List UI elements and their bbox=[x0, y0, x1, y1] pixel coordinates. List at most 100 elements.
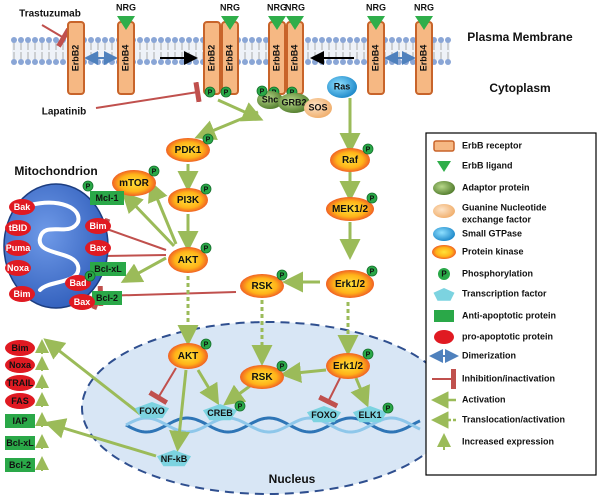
phospho-circle bbox=[276, 269, 288, 281]
phospho-icon-label: P bbox=[441, 270, 447, 279]
lipid-head bbox=[39, 37, 45, 43]
phospho-label: P bbox=[204, 245, 209, 252]
shc-label: Shc bbox=[262, 94, 279, 104]
phospho-label: P bbox=[86, 183, 91, 190]
bax-protein-1-shape bbox=[85, 240, 111, 256]
lipid-head bbox=[389, 59, 395, 65]
bclxl-protein-shape bbox=[90, 262, 126, 276]
phospho-circle bbox=[202, 133, 214, 145]
tbid-protein-label: tBID bbox=[9, 223, 28, 233]
lipid-head bbox=[11, 59, 17, 65]
pi3k-kinase-label: PI3K bbox=[177, 195, 200, 206]
phospho-circle bbox=[362, 143, 374, 155]
expression-anti-item: Bcl-2 bbox=[5, 456, 49, 472]
erbb4-receptor-dimer-label: ErbB4 bbox=[224, 45, 234, 72]
tbid-protein: tBID bbox=[5, 220, 31, 236]
lipid-head bbox=[312, 37, 318, 43]
lipid-head bbox=[60, 59, 66, 65]
erbb4-receptor-homo-1-label: ErbB4 bbox=[271, 45, 281, 72]
bax-protein-1: Bax bbox=[85, 240, 111, 256]
akt-kinase-nuclear-phospho: P bbox=[200, 338, 212, 350]
bcl2-protein-label: Bcl-2 bbox=[96, 293, 118, 303]
erbb4-phospho: P bbox=[220, 86, 232, 98]
erbb4-receptor-right-2-label: ErbB4 bbox=[418, 45, 428, 72]
lipid-head bbox=[102, 37, 108, 43]
expression-pro-label: Bim bbox=[11, 343, 28, 353]
nrg-ligand-triangle bbox=[268, 16, 286, 30]
sos-gnef: SOS bbox=[304, 98, 332, 118]
lipid-head bbox=[361, 37, 367, 43]
bax-protein-2-label: Bax bbox=[74, 297, 91, 307]
rsk-kinase-nuclear-phospho: P bbox=[276, 360, 288, 372]
phospho-circle bbox=[200, 242, 212, 254]
puma-protein: Puma bbox=[5, 240, 31, 256]
phospho-circle bbox=[366, 192, 378, 204]
pdk1-kinase-shape bbox=[166, 138, 210, 162]
legend-label: Dimerization bbox=[462, 350, 516, 360]
tf-icon bbox=[433, 288, 455, 301]
lipid-head bbox=[403, 37, 409, 43]
bak-protein-shape bbox=[9, 199, 35, 215]
phospho-circle bbox=[366, 265, 378, 277]
foxo-tf-1-shape bbox=[134, 402, 170, 419]
phospho-label: P bbox=[366, 146, 371, 153]
expression-pro-shape bbox=[5, 375, 35, 391]
lipid-head bbox=[102, 59, 108, 65]
lipid-head bbox=[53, 37, 59, 43]
expression-anti-shape bbox=[5, 458, 35, 472]
akt-inhibit-bax bbox=[101, 245, 167, 267]
expression-anti-label: Bcl-2 bbox=[9, 460, 31, 470]
phospho-label: P bbox=[370, 268, 375, 275]
legend-label: pro-apoptotic protein bbox=[462, 331, 553, 341]
lipid-head bbox=[165, 59, 171, 65]
raf-kinase-shape bbox=[330, 148, 370, 172]
foxo-tf-2-label: FOXO bbox=[311, 410, 337, 420]
elk1-tf-shape bbox=[352, 406, 388, 423]
akt-to-mcl1-arrow bbox=[121, 191, 176, 248]
ras-gtpase: Ras bbox=[327, 76, 357, 98]
noxa-protein-label: Noxa bbox=[7, 263, 30, 273]
expression-pro-label: TRAIL bbox=[7, 378, 34, 388]
bak-protein-label: Bak bbox=[14, 202, 32, 212]
lipid-head bbox=[410, 37, 416, 43]
mcl1-protein-label: Mcl-1 bbox=[95, 193, 118, 203]
rsk-kinase-nuclear-label: RSK bbox=[251, 372, 273, 383]
anti-apoptotic-icon bbox=[434, 310, 454, 322]
phospho-circle bbox=[84, 270, 96, 282]
gtpase-icon bbox=[433, 227, 455, 241]
akt-kinase-nuclear-shape bbox=[168, 343, 208, 369]
lipid-head bbox=[179, 59, 185, 65]
rsk-kinase-nuclear-shape bbox=[240, 365, 284, 389]
erk-kinase-nuclear-shape bbox=[326, 353, 370, 379]
shc-phospho: P bbox=[256, 85, 268, 97]
ligand-icon bbox=[437, 161, 451, 172]
legend-label: Guanine Nucleotide bbox=[462, 202, 547, 212]
bclxl-protein-label: Bcl-xL bbox=[94, 264, 122, 274]
nrg-ligand-triangle bbox=[286, 16, 304, 30]
lipid-head bbox=[39, 59, 45, 65]
elk1-tf-label: ELK1 bbox=[358, 410, 381, 420]
lipid-head bbox=[32, 37, 38, 43]
pi3k-kinase-phospho: P bbox=[200, 183, 212, 195]
akt-kinase-cyto-label: AKT bbox=[178, 255, 199, 266]
expression-pro-shape bbox=[5, 340, 35, 356]
rsk-to-creb-arrow bbox=[223, 384, 251, 406]
bax-protein-2: Bax bbox=[69, 294, 95, 310]
creb-phospho: P bbox=[234, 400, 246, 412]
expression-pro-label: Noxa bbox=[9, 360, 32, 370]
legend-label: ErbB receptor bbox=[462, 140, 523, 150]
legend-item-ligand: ErbB ligand bbox=[437, 160, 513, 172]
erk-kinase-nuclear-label: Erk1/2 bbox=[333, 361, 363, 372]
nrg-ligand-triangle bbox=[367, 16, 385, 30]
erk-to-elk1-arrow bbox=[350, 377, 370, 408]
phospho-icon bbox=[438, 268, 450, 280]
phospho-label: P bbox=[206, 136, 211, 143]
erk-inhibit-foxo bbox=[318, 377, 341, 409]
lipid-head bbox=[347, 59, 353, 65]
lipid-head bbox=[361, 59, 367, 65]
bim-protein-inner-label: Bim bbox=[89, 221, 106, 231]
elk1-tf: ELK1 bbox=[352, 406, 388, 423]
legend-label: Activation bbox=[462, 394, 506, 404]
